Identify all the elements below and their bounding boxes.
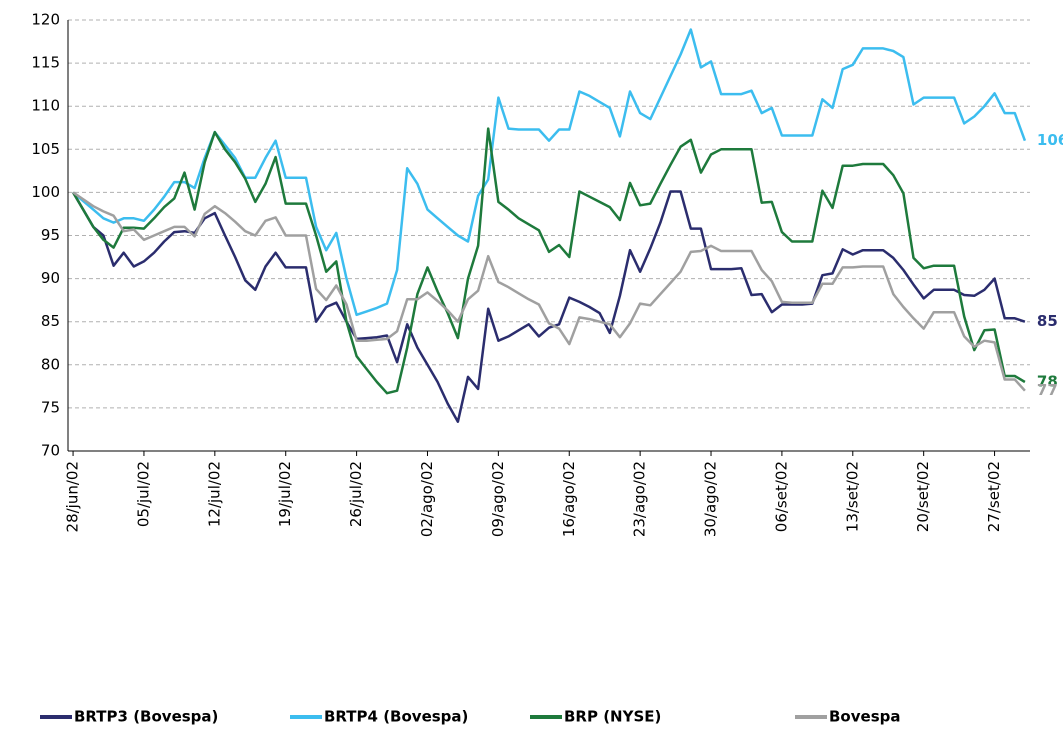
y-tick-label: 120 xyxy=(31,11,60,29)
legend-label: BRP (NYSE) xyxy=(564,708,661,726)
series-line xyxy=(72,191,1026,392)
series-line xyxy=(72,127,1026,395)
x-tick-label: 20/set/02 xyxy=(914,461,932,532)
x-tick-label: 23/ago/02 xyxy=(631,461,649,537)
x-tick-label: 13/set/02 xyxy=(843,461,861,532)
x-tick-label: 30/ago/02 xyxy=(702,461,720,537)
x-tick-label: 26/jul/02 xyxy=(347,461,365,527)
y-tick-label: 95 xyxy=(41,226,60,244)
y-tick-label: 70 xyxy=(41,442,60,460)
y-tick-label: 105 xyxy=(31,140,60,158)
y-tick-label: 75 xyxy=(41,398,60,416)
series-line xyxy=(72,190,1026,423)
y-tick-label: 110 xyxy=(31,97,60,115)
x-tick-label: 27/set/02 xyxy=(985,461,1003,532)
x-tick-label: 09/ago/02 xyxy=(489,461,507,537)
end-label: 77 xyxy=(1037,381,1058,399)
x-tick-label: 02/ago/02 xyxy=(418,461,436,537)
y-tick-label: 80 xyxy=(41,355,60,373)
y-tick-label: 115 xyxy=(31,54,60,72)
legend-label: BRTP4 (Bovespa) xyxy=(324,708,468,726)
y-tick-label: 85 xyxy=(41,312,60,330)
x-tick-label: 12/jul/02 xyxy=(205,461,223,527)
x-tick-label: 28/jun/02 xyxy=(64,461,82,532)
end-label: 85 xyxy=(1037,312,1058,330)
legend-label: BRTP3 (Bovespa) xyxy=(74,708,218,726)
end-label: 78 xyxy=(1037,373,1058,391)
x-tick-label: 16/ago/02 xyxy=(560,461,578,537)
x-tick-label: 06/set/02 xyxy=(772,461,790,532)
x-tick-label: 19/jul/02 xyxy=(276,461,294,527)
x-tick-label: 05/jul/02 xyxy=(134,461,152,527)
series-line xyxy=(72,28,1027,317)
end-label: 106 xyxy=(1037,131,1063,149)
legend-label: Bovespa xyxy=(829,708,900,726)
y-tick-label: 90 xyxy=(41,269,60,287)
y-tick-label: 100 xyxy=(31,183,60,201)
